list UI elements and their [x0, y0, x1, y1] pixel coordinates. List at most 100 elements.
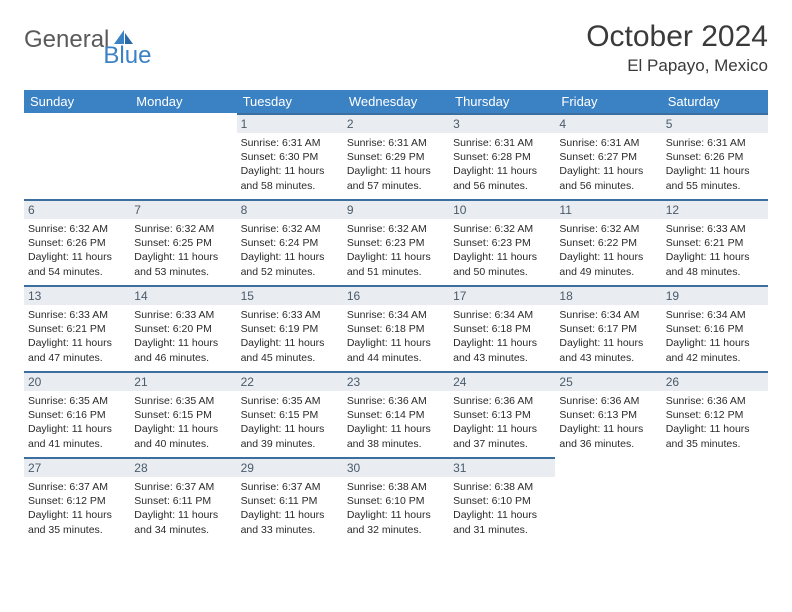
logo-text-general: General — [24, 26, 109, 54]
daylight-line-1: Daylight: 11 hours — [453, 422, 551, 436]
calendar-cell — [24, 113, 130, 199]
calendar-cell: 9Sunrise: 6:32 AMSunset: 6:23 PMDaylight… — [343, 199, 449, 285]
weekday-header: Saturday — [662, 90, 768, 113]
calendar-cell: 30Sunrise: 6:38 AMSunset: 6:10 PMDayligh… — [343, 457, 449, 543]
day-number: 1 — [237, 113, 343, 133]
calendar-cell — [130, 113, 236, 199]
sunrise-line: Sunrise: 6:34 AM — [666, 308, 764, 322]
calendar-cell: 21 Sunrise: 6:35 AMSunset: 6:15 PMDayligh… — [130, 371, 236, 457]
day-info: Sunrise: 6:36 AMSunset: 6:12 PMDaylight:… — [666, 394, 764, 451]
sunset-line: Sunset: 6:30 PM — [241, 150, 339, 164]
weekday-header: Thursday — [449, 90, 555, 113]
daylight-line-1: Daylight: 11 hours — [559, 336, 657, 350]
day-number: 29 — [237, 457, 343, 477]
daylight-line-1: Daylight: 11 hours — [347, 508, 445, 522]
calendar-cell: 14 Sunrise: 6:33 AMSunset: 6:20 PMDayligh… — [130, 285, 236, 371]
calendar-cell: 19Sunrise: 6:34 AMSunset: 6:16 PMDayligh… — [662, 285, 768, 371]
sunrise-line: Sunrise: 6:32 AM — [28, 222, 126, 236]
daylight-line-2: and 58 minutes. — [241, 179, 339, 193]
day-number: 2 — [343, 113, 449, 133]
daylight-line-2: and 45 minutes. — [241, 351, 339, 365]
daylight-line-2: and 52 minutes. — [241, 265, 339, 279]
daylight-line-2: and 51 minutes. — [347, 265, 445, 279]
daylight-line-1: Daylight: 11 hours — [453, 336, 551, 350]
day-number: 14 — [130, 285, 236, 305]
daylight-line-1: Daylight: 11 hours — [666, 422, 764, 436]
daylight-line-2: and 33 minutes. — [241, 523, 339, 537]
sunrise-line: Sunrise: 6:38 AM — [453, 480, 551, 494]
daylight-line-2: and 35 minutes. — [666, 437, 764, 451]
sunrise-line: Sunrise: 6:31 AM — [559, 136, 657, 150]
weekday-header-row: SundayMondayTuesdayWednesdayThursdayFrid… — [24, 90, 768, 113]
day-info: Sunrise: 6:31 AMSunset: 6:26 PMDaylight:… — [666, 136, 764, 193]
calendar-cell: 26Sunrise: 6:36 AMSunset: 6:12 PMDayligh… — [662, 371, 768, 457]
daylight-line-1: Daylight: 11 hours — [559, 422, 657, 436]
sunset-line: Sunset: 6:25 PM — [134, 236, 232, 250]
sunrise-line: Sunrise: 6:37 AM — [28, 480, 126, 494]
daylight-line-2: and 53 minutes. — [134, 265, 232, 279]
calendar-cell: 29 Sunrise: 6:37 AMSunset: 6:11 PMDayligh… — [237, 457, 343, 543]
logo-text-blue: Blue — [103, 42, 151, 70]
calendar-cell: 25Sunrise: 6:36 AMSunset: 6:13 PMDayligh… — [555, 371, 661, 457]
calendar-cell: 31Sunrise: 6:38 AMSunset: 6:10 PMDayligh… — [449, 457, 555, 543]
day-info: Sunrise: 6:35 AMSunset: 6:16 PMDaylight:… — [28, 394, 126, 451]
day-number: 3 — [449, 113, 555, 133]
calendar-cell: 15 Sunrise: 6:33 AMSunset: 6:19 PMDayligh… — [237, 285, 343, 371]
weekday-header: Wednesday — [343, 90, 449, 113]
day-info: Sunrise: 6:35 AMSunset: 6:15 PMDaylight:… — [241, 394, 339, 451]
calendar-week-row: 20 Sunrise: 6:35 AMSunset: 6:16 PMDayligh… — [24, 371, 768, 457]
calendar-cell: 20 Sunrise: 6:35 AMSunset: 6:16 PMDayligh… — [24, 371, 130, 457]
sunset-line: Sunset: 6:26 PM — [666, 150, 764, 164]
day-info: Sunrise: 6:32 AMSunset: 6:25 PMDaylight:… — [134, 222, 232, 279]
sunrise-line: Sunrise: 6:36 AM — [453, 394, 551, 408]
sunset-line: Sunset: 6:15 PM — [241, 408, 339, 422]
day-number: 17 — [449, 285, 555, 305]
day-info: Sunrise: 6:33 AMSunset: 6:20 PMDaylight:… — [134, 308, 232, 365]
day-info: Sunrise: 6:35 AMSunset: 6:15 PMDaylight:… — [134, 394, 232, 451]
day-info: Sunrise: 6:34 AMSunset: 6:18 PMDaylight:… — [347, 308, 445, 365]
daylight-line-2: and 46 minutes. — [134, 351, 232, 365]
sunrise-line: Sunrise: 6:32 AM — [453, 222, 551, 236]
daylight-line-1: Daylight: 11 hours — [559, 164, 657, 178]
page-title: October 2024 — [586, 20, 768, 54]
day-number: 10 — [449, 199, 555, 219]
sunset-line: Sunset: 6:28 PM — [453, 150, 551, 164]
sunset-line: Sunset: 6:12 PM — [28, 494, 126, 508]
calendar-cell: 3Sunrise: 6:31 AMSunset: 6:28 PMDaylight… — [449, 113, 555, 199]
daylight-line-2: and 32 minutes. — [347, 523, 445, 537]
day-number: 15 — [237, 285, 343, 305]
daylight-line-2: and 39 minutes. — [241, 437, 339, 451]
sunset-line: Sunset: 6:23 PM — [453, 236, 551, 250]
sunrise-line: Sunrise: 6:33 AM — [666, 222, 764, 236]
daylight-line-2: and 56 minutes. — [559, 179, 657, 193]
daylight-line-1: Daylight: 11 hours — [28, 250, 126, 264]
calendar-week-row: 27Sunrise: 6:37 AMSunset: 6:12 PMDayligh… — [24, 457, 768, 543]
day-number: 20 — [24, 371, 130, 391]
sunset-line: Sunset: 6:22 PM — [559, 236, 657, 250]
sunset-line: Sunset: 6:27 PM — [559, 150, 657, 164]
sunrise-line: Sunrise: 6:33 AM — [241, 308, 339, 322]
sunrise-line: Sunrise: 6:36 AM — [347, 394, 445, 408]
sunrise-line: Sunrise: 6:31 AM — [347, 136, 445, 150]
day-info: Sunrise: 6:37 AMSunset: 6:12 PMDaylight:… — [28, 480, 126, 537]
sunrise-line: Sunrise: 6:31 AM — [666, 136, 764, 150]
day-number: 30 — [343, 457, 449, 477]
sunrise-line: Sunrise: 6:33 AM — [134, 308, 232, 322]
sunset-line: Sunset: 6:17 PM — [559, 322, 657, 336]
daylight-line-1: Daylight: 11 hours — [347, 250, 445, 264]
calendar-cell: 5Sunrise: 6:31 AMSunset: 6:26 PMDaylight… — [662, 113, 768, 199]
day-number: 21 — [130, 371, 236, 391]
day-info: Sunrise: 6:37 AMSunset: 6:11 PMDaylight:… — [241, 480, 339, 537]
sunset-line: Sunset: 6:21 PM — [666, 236, 764, 250]
daylight-line-1: Daylight: 11 hours — [453, 508, 551, 522]
daylight-line-2: and 54 minutes. — [28, 265, 126, 279]
day-info: Sunrise: 6:32 AMSunset: 6:22 PMDaylight:… — [559, 222, 657, 279]
daylight-line-1: Daylight: 11 hours — [28, 422, 126, 436]
sunset-line: Sunset: 6:11 PM — [241, 494, 339, 508]
day-info: Sunrise: 6:33 AMSunset: 6:19 PMDaylight:… — [241, 308, 339, 365]
sunrise-line: Sunrise: 6:34 AM — [347, 308, 445, 322]
day-info: Sunrise: 6:34 AMSunset: 6:18 PMDaylight:… — [453, 308, 551, 365]
daylight-line-2: and 42 minutes. — [666, 351, 764, 365]
weekday-header: Monday — [130, 90, 236, 113]
daylight-line-1: Daylight: 11 hours — [134, 422, 232, 436]
